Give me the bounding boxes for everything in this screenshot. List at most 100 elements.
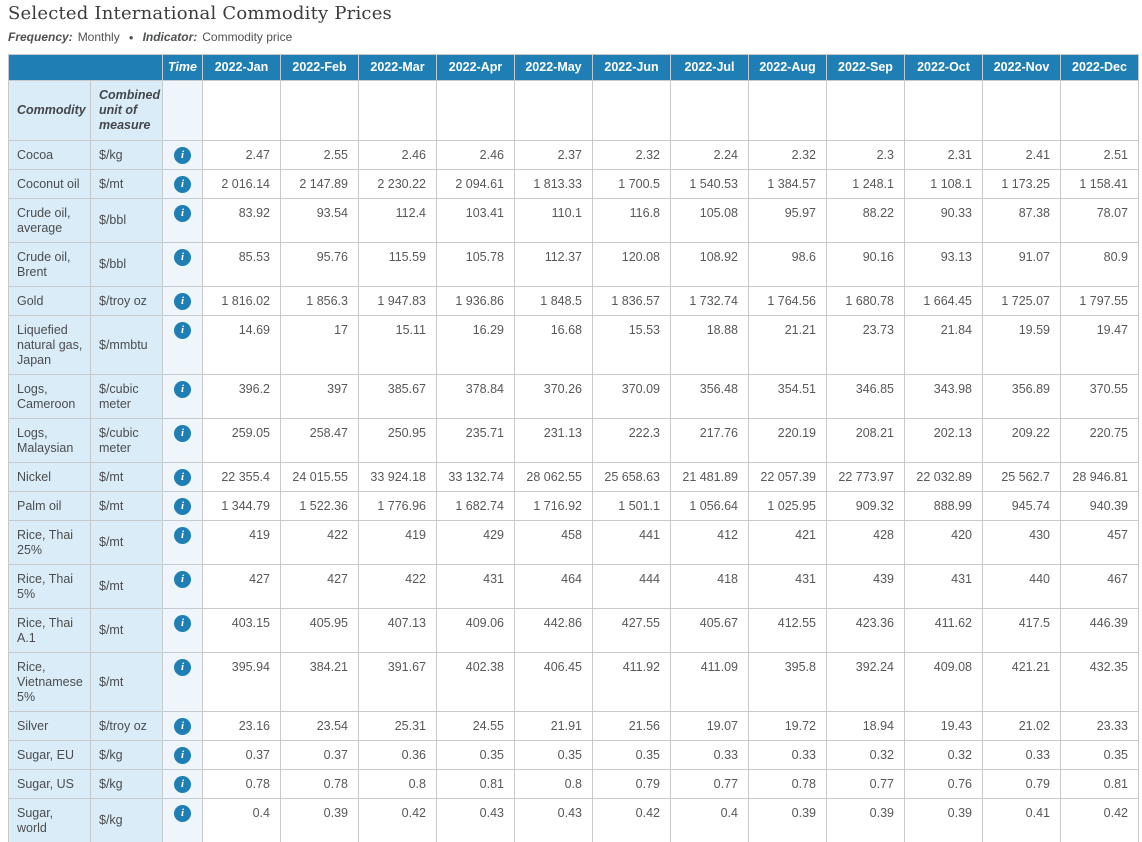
info-icon[interactable]: i <box>174 747 191 764</box>
unit-header-cell: Combined unit of measure <box>90 80 163 141</box>
month-header-cell-2022-jun: 2022-Jun <box>592 54 671 81</box>
price-value-cell: 17 <box>280 315 359 375</box>
unit-of-measure-cell: $/troy oz <box>90 286 163 316</box>
info-icon[interactable]: i <box>174 718 191 735</box>
price-value-cell: 19.59 <box>982 315 1061 375</box>
price-value-cell: 428 <box>826 520 905 565</box>
price-value-cell: 1 501.1 <box>592 491 671 521</box>
price-value-cell: 16.29 <box>436 315 515 375</box>
price-value-cell: 439 <box>826 564 905 609</box>
price-value-cell: 909.32 <box>826 491 905 521</box>
price-value-cell: 429 <box>436 520 515 565</box>
month-subheader-blank <box>358 80 437 141</box>
price-value-cell: 33 132.74 <box>436 462 515 492</box>
header-row-labels: Commodity Combined unit of measure <box>8 80 1139 141</box>
price-value-cell: 0.78 <box>748 769 827 799</box>
price-value-cell: 2.41 <box>982 140 1061 170</box>
price-value-cell: 25 562.7 <box>982 462 1061 492</box>
price-value-cell: 1 248.1 <box>826 169 905 199</box>
price-value-cell: 384.21 <box>280 652 359 712</box>
time-info-cell: i <box>162 652 203 712</box>
unit-of-measure-cell: $/mmbtu <box>90 315 163 375</box>
info-icon[interactable]: i <box>174 322 191 339</box>
info-icon[interactable]: i <box>174 176 191 193</box>
price-value-cell: 378.84 <box>436 374 515 419</box>
info-icon[interactable]: i <box>174 469 191 486</box>
time-info-cell: i <box>162 242 203 287</box>
price-value-cell: 0.81 <box>436 769 515 799</box>
price-value-cell: 1 680.78 <box>826 286 905 316</box>
info-icon[interactable]: i <box>174 498 191 515</box>
price-value-cell: 406.45 <box>514 652 593 712</box>
month-subheader-blank <box>826 80 905 141</box>
time-header-cell: Time <box>162 54 203 81</box>
price-value-cell: 1 540.53 <box>670 169 749 199</box>
price-value-cell: 0.35 <box>592 740 671 770</box>
price-value-cell: 28 946.81 <box>1060 462 1139 492</box>
time-info-cell: i <box>162 169 203 199</box>
price-value-cell: 419 <box>202 520 281 565</box>
info-icon[interactable]: i <box>174 425 191 442</box>
price-value-cell: 95.76 <box>280 242 359 287</box>
info-icon[interactable]: i <box>174 527 191 544</box>
price-value-cell: 88.22 <box>826 198 905 243</box>
info-icon[interactable]: i <box>174 571 191 588</box>
price-value-cell: 1 158.41 <box>1060 169 1139 199</box>
price-value-cell: 0.43 <box>514 798 593 842</box>
table-row: Sugar, world $/kg i 0.4 0.39 0.42 0.43 0.43 0.42… <box>8 798 1139 842</box>
price-value-cell: 0.39 <box>748 798 827 842</box>
info-icon[interactable]: i <box>174 293 191 310</box>
price-value-cell: 1 056.64 <box>670 491 749 521</box>
price-value-cell: 0.35 <box>514 740 593 770</box>
price-value-cell: 28 062.55 <box>514 462 593 492</box>
price-value-cell: 23.16 <box>202 711 281 741</box>
price-value-cell: 0.8 <box>514 769 593 799</box>
unit-of-measure-cell: $/mt <box>90 608 163 653</box>
unit-of-measure-cell: $/cubic meter <box>90 374 163 419</box>
table-row: Nickel $/mt i 22 355.4 24 015.55 33 924.18 33 … <box>8 462 1139 492</box>
price-value-cell: 2.31 <box>904 140 983 170</box>
price-value-cell: 417.5 <box>982 608 1061 653</box>
price-value-cell: 356.89 <box>982 374 1061 419</box>
info-icon[interactable]: i <box>174 659 191 676</box>
price-value-cell: 395.8 <box>748 652 827 712</box>
price-value-cell: 22 773.97 <box>826 462 905 492</box>
unit-of-measure-cell: $/mt <box>90 169 163 199</box>
commodity-name-cell: Sugar, US <box>8 769 91 799</box>
price-value-cell: 105.08 <box>670 198 749 243</box>
price-value-cell: 15.11 <box>358 315 437 375</box>
header-row-time: Time 2022-Jan 2022-Feb 2022-Mar 2022-Apr 2022… <box>8 54 1139 81</box>
price-value-cell: 391.67 <box>358 652 437 712</box>
price-value-cell: 432.35 <box>1060 652 1139 712</box>
price-value-cell: 411.92 <box>592 652 671 712</box>
price-value-cell: 115.59 <box>358 242 437 287</box>
price-value-cell: 446.39 <box>1060 608 1139 653</box>
info-icon[interactable]: i <box>174 205 191 222</box>
time-info-cell: i <box>162 769 203 799</box>
price-value-cell: 395.94 <box>202 652 281 712</box>
price-value-cell: 21.02 <box>982 711 1061 741</box>
price-value-cell: 91.07 <box>982 242 1061 287</box>
info-icon[interactable]: i <box>174 776 191 793</box>
price-value-cell: 0.39 <box>826 798 905 842</box>
price-value-cell: 403.15 <box>202 608 281 653</box>
price-value-cell: 25.31 <box>358 711 437 741</box>
info-icon[interactable]: i <box>174 249 191 266</box>
price-value-cell: 2.37 <box>514 140 593 170</box>
month-header-cell-2022-mar: 2022-Mar <box>358 54 437 81</box>
unit-of-measure-cell: $/kg <box>90 798 163 842</box>
price-value-cell: 1 344.79 <box>202 491 281 521</box>
time-info-cell: i <box>162 198 203 243</box>
price-value-cell: 110.1 <box>514 198 593 243</box>
bullet-separator-icon: ● <box>128 32 134 42</box>
table-row: Silver $/troy oz i 23.16 23.54 25.31 24.55 21.9… <box>8 711 1139 741</box>
info-icon[interactable]: i <box>174 381 191 398</box>
table-row: Rice, Vietnamese 5% $/mt i 395.94 384.21 391.… <box>8 652 1139 712</box>
info-icon[interactable]: i <box>174 147 191 164</box>
info-icon[interactable]: i <box>174 615 191 632</box>
price-value-cell: 80.9 <box>1060 242 1139 287</box>
price-value-cell: 258.47 <box>280 418 359 463</box>
price-value-cell: 18.88 <box>670 315 749 375</box>
info-icon[interactable]: i <box>174 805 191 822</box>
price-value-cell: 259.05 <box>202 418 281 463</box>
